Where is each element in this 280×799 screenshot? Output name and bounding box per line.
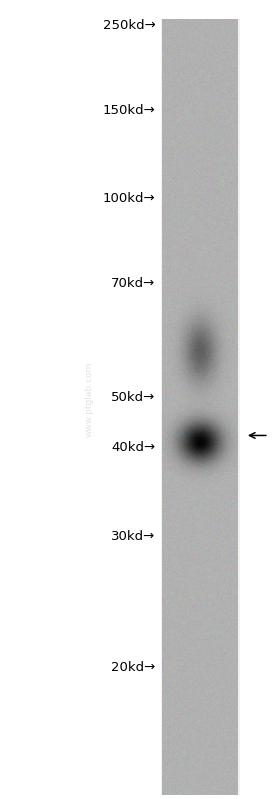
Text: 250kd→: 250kd→: [103, 19, 155, 32]
Text: 100kd→: 100kd→: [103, 192, 155, 205]
Text: 40kd→: 40kd→: [111, 441, 155, 454]
Text: 50kd→: 50kd→: [111, 392, 155, 404]
Text: 20kd→: 20kd→: [111, 661, 155, 674]
Text: 70kd→: 70kd→: [111, 277, 155, 290]
Text: www.ptglab.com: www.ptglab.com: [85, 362, 94, 437]
Text: 150kd→: 150kd→: [103, 104, 155, 117]
Text: 30kd→: 30kd→: [111, 531, 155, 543]
